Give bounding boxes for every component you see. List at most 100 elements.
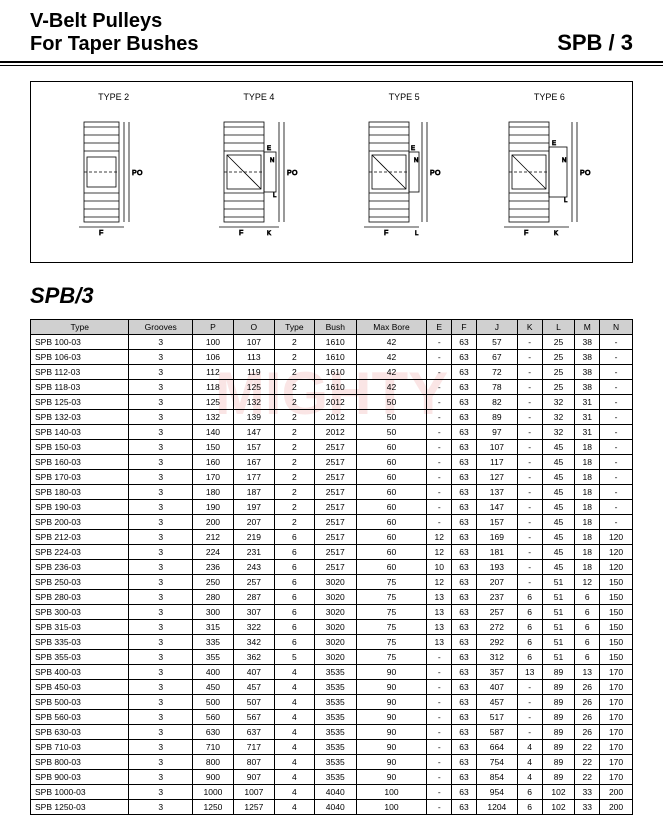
table-cell: 170 xyxy=(600,770,633,785)
table-cell: 3020 xyxy=(314,605,356,620)
table-cell: 3535 xyxy=(314,695,356,710)
table-cell: 13 xyxy=(427,590,452,605)
table-cell: 150 xyxy=(192,440,233,455)
table-cell: 38 xyxy=(575,350,600,365)
table-cell: 307 xyxy=(233,605,274,620)
table-cell: 3020 xyxy=(314,650,356,665)
table-cell: 107 xyxy=(476,440,517,455)
table-row: SPB 900-0339009074353590-6385448922170 xyxy=(31,770,633,785)
table-cell: 6 xyxy=(575,650,600,665)
table-cell: 3 xyxy=(129,395,193,410)
diagram-container: TYPE 2 F P O TYPE 4 xyxy=(30,81,633,263)
table-row: SPB 236-03323624362517601063193-4518120 xyxy=(31,560,633,575)
table-cell: 63 xyxy=(452,770,477,785)
table-cell: 75 xyxy=(356,605,427,620)
table-cell: 50 xyxy=(356,410,427,425)
table-cell: - xyxy=(427,785,452,800)
table-cell: - xyxy=(427,515,452,530)
table-cell: 224 xyxy=(192,545,233,560)
table-cell: - xyxy=(517,500,542,515)
table-cell: 18 xyxy=(575,470,600,485)
table-cell: 6 xyxy=(575,635,600,650)
table-cell: 664 xyxy=(476,740,517,755)
table-cell: 181 xyxy=(476,545,517,560)
table-cell: 2 xyxy=(274,425,314,440)
table-cell: - xyxy=(427,740,452,755)
table-row: SPB 630-0336306374353590-63587-8926170 xyxy=(31,725,633,740)
section-title: SPB/3 xyxy=(30,283,633,309)
svg-text:F: F xyxy=(384,230,388,237)
table-cell: - xyxy=(600,335,633,350)
table-row: SPB 315-033315322630207513632726516150 xyxy=(31,620,633,635)
table-cell: 90 xyxy=(356,740,427,755)
table-cell: 132 xyxy=(233,395,274,410)
table-cell: 3 xyxy=(129,695,193,710)
table-cell: 45 xyxy=(542,560,575,575)
table-cell: - xyxy=(427,485,452,500)
table-cell: 193 xyxy=(476,560,517,575)
table-cell: - xyxy=(517,410,542,425)
table-cell: 2517 xyxy=(314,500,356,515)
table-cell: 90 xyxy=(356,695,427,710)
table-cell: 3020 xyxy=(314,590,356,605)
table-cell: 42 xyxy=(356,335,427,350)
table-cell: 169 xyxy=(476,530,517,545)
table-cell: 42 xyxy=(356,380,427,395)
table-cell: 60 xyxy=(356,545,427,560)
table-cell: 187 xyxy=(233,485,274,500)
table-cell: 127 xyxy=(476,470,517,485)
table-cell: 75 xyxy=(356,635,427,650)
table-cell: 2 xyxy=(274,500,314,515)
table-cell: 82 xyxy=(476,395,517,410)
table-cell: 12 xyxy=(427,545,452,560)
header-title-left: V-Belt Pulleys For Taper Bushes xyxy=(30,10,199,56)
table-column-header: Type xyxy=(31,320,129,335)
table-row: SPB 355-0333553625302075-633126516150 xyxy=(31,650,633,665)
table-cell: 75 xyxy=(356,620,427,635)
table-cell: 800 xyxy=(192,755,233,770)
table-cell: 257 xyxy=(233,575,274,590)
table-cell: - xyxy=(517,680,542,695)
table-cell: 63 xyxy=(452,380,477,395)
table-cell: 25 xyxy=(542,380,575,395)
table-cell: 219 xyxy=(233,530,274,545)
table-cell: 90 xyxy=(356,710,427,725)
table-column-header: Grooves xyxy=(129,320,193,335)
table-cell: SPB 212-03 xyxy=(31,530,129,545)
table-cell: 407 xyxy=(476,680,517,695)
table-cell: 32 xyxy=(542,425,575,440)
svg-text:E: E xyxy=(267,146,271,152)
table-cell: SPB 630-03 xyxy=(31,725,129,740)
table-cell: 954 xyxy=(476,785,517,800)
svg-text:O: O xyxy=(292,170,298,177)
table-cell: 13 xyxy=(427,605,452,620)
table-cell: SPB 1000-03 xyxy=(31,785,129,800)
table-cell: 3 xyxy=(129,545,193,560)
table-cell: 4 xyxy=(274,755,314,770)
table-cell: SPB 300-03 xyxy=(31,605,129,620)
table-cell: 157 xyxy=(476,515,517,530)
table-cell: 63 xyxy=(452,725,477,740)
table-row: SPB 800-0338008074353590-6375448922170 xyxy=(31,755,633,770)
table-cell: 90 xyxy=(356,770,427,785)
table-cell: 170 xyxy=(600,755,633,770)
table-cell: 170 xyxy=(600,680,633,695)
table-cell: 18 xyxy=(575,530,600,545)
table-cell: SPB 710-03 xyxy=(31,740,129,755)
table-cell: 315 xyxy=(192,620,233,635)
table-cell: 6 xyxy=(274,635,314,650)
table-cell: 300 xyxy=(192,605,233,620)
table-cell: 106 xyxy=(192,350,233,365)
table-column-header: M xyxy=(575,320,600,335)
table-cell: 132 xyxy=(192,410,233,425)
table-cell: 2517 xyxy=(314,485,356,500)
table-cell: 51 xyxy=(542,635,575,650)
table-cell: 3 xyxy=(129,365,193,380)
table-row: SPB 280-033280287630207513632376516150 xyxy=(31,590,633,605)
table-cell: - xyxy=(600,515,633,530)
table-cell: 200 xyxy=(192,515,233,530)
diagram-label: TYPE 4 xyxy=(243,92,274,102)
table-cell: 2 xyxy=(274,515,314,530)
pulley-diagram-icon: F K P O E L N xyxy=(484,107,614,237)
table-cell: 3 xyxy=(129,455,193,470)
